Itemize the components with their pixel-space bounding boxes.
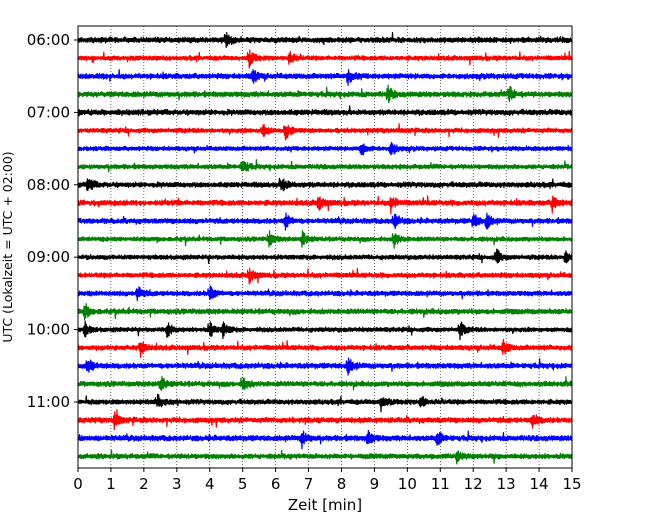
y-tick-label: 11:00	[27, 393, 70, 411]
y-tick-label: 06:00	[27, 31, 70, 49]
y-tick-label: 07:00	[27, 103, 70, 121]
seismogram-trace-07:00	[77, 105, 573, 117]
seismogram-trace-09:45	[77, 302, 573, 321]
seismogram-trace-06:00	[77, 31, 573, 49]
seismogram-trace-10:15	[77, 338, 573, 358]
seismogram-trace-11:15	[77, 409, 573, 431]
x-tick-label: 5	[238, 475, 248, 493]
y-axis-title: UTC (Lokalzeit = UTC + 02:00)	[0, 151, 15, 342]
x-tick-label: 4	[205, 475, 215, 493]
y-tick-label: 08:00	[27, 176, 70, 194]
x-tick-label: 15	[562, 475, 581, 493]
seismogram-trace-06:30	[77, 68, 573, 86]
y-tick-label: 09:00	[27, 248, 70, 266]
x-tick-label: 12	[464, 475, 483, 493]
x-axis-ticks: 0 1 2 3 4 5 6 7 8 9 10 11 12 13 14 15	[73, 468, 582, 493]
seismogram-trace-10:30	[77, 357, 573, 376]
seismogram-trace-10:45	[77, 376, 573, 392]
y-axis-ticks: 06:00 07:00 08:00 09:00 10:00 11:00	[27, 31, 78, 411]
plot-border	[77, 25, 573, 469]
x-tick-label: 7	[304, 475, 314, 493]
x-tick-label: 1	[106, 475, 116, 493]
x-tick-label: 2	[139, 475, 149, 493]
x-tick-label: 3	[172, 475, 182, 493]
seismogram-trace-08:00	[77, 177, 573, 192]
seismogram-trace-06:45	[77, 84, 573, 104]
trace-layer	[77, 31, 573, 465]
x-tick-label: 14	[530, 475, 549, 493]
x-tick-label: 0	[73, 475, 83, 493]
seismogram-trace-11:00	[77, 393, 573, 413]
x-tick-label: 11	[431, 475, 450, 493]
seismogram-trace-07:45	[77, 159, 573, 173]
x-tick-label: 8	[337, 475, 347, 493]
x-tick-label: 13	[497, 475, 516, 493]
seismogram-trace-11:45	[77, 449, 573, 465]
seismogram-trace-09:00	[77, 248, 573, 264]
seismogram-trace-09:30	[77, 285, 573, 302]
plot-area	[78, 26, 572, 468]
seismogram-trace-09:15	[77, 267, 573, 285]
seismogram-trace-08:15	[77, 195, 573, 215]
x-tick-label: 10	[398, 475, 417, 493]
y-tick-label: 10:00	[27, 321, 70, 339]
seismogram-trace-08:30	[77, 212, 573, 231]
seismogram-trace-08:45	[77, 230, 573, 250]
x-tick-label: 6	[271, 475, 281, 493]
seismogram-trace-10:00	[77, 320, 573, 341]
seismogram-trace-11:30	[77, 429, 573, 450]
seismogram-trace-06:15	[77, 49, 573, 69]
x-axis-title: Zeit [min]	[288, 496, 362, 514]
x-tick-label: 9	[370, 475, 380, 493]
seismogram-trace-07:30	[77, 142, 573, 156]
seismogram-trace-07:15	[77, 123, 573, 141]
